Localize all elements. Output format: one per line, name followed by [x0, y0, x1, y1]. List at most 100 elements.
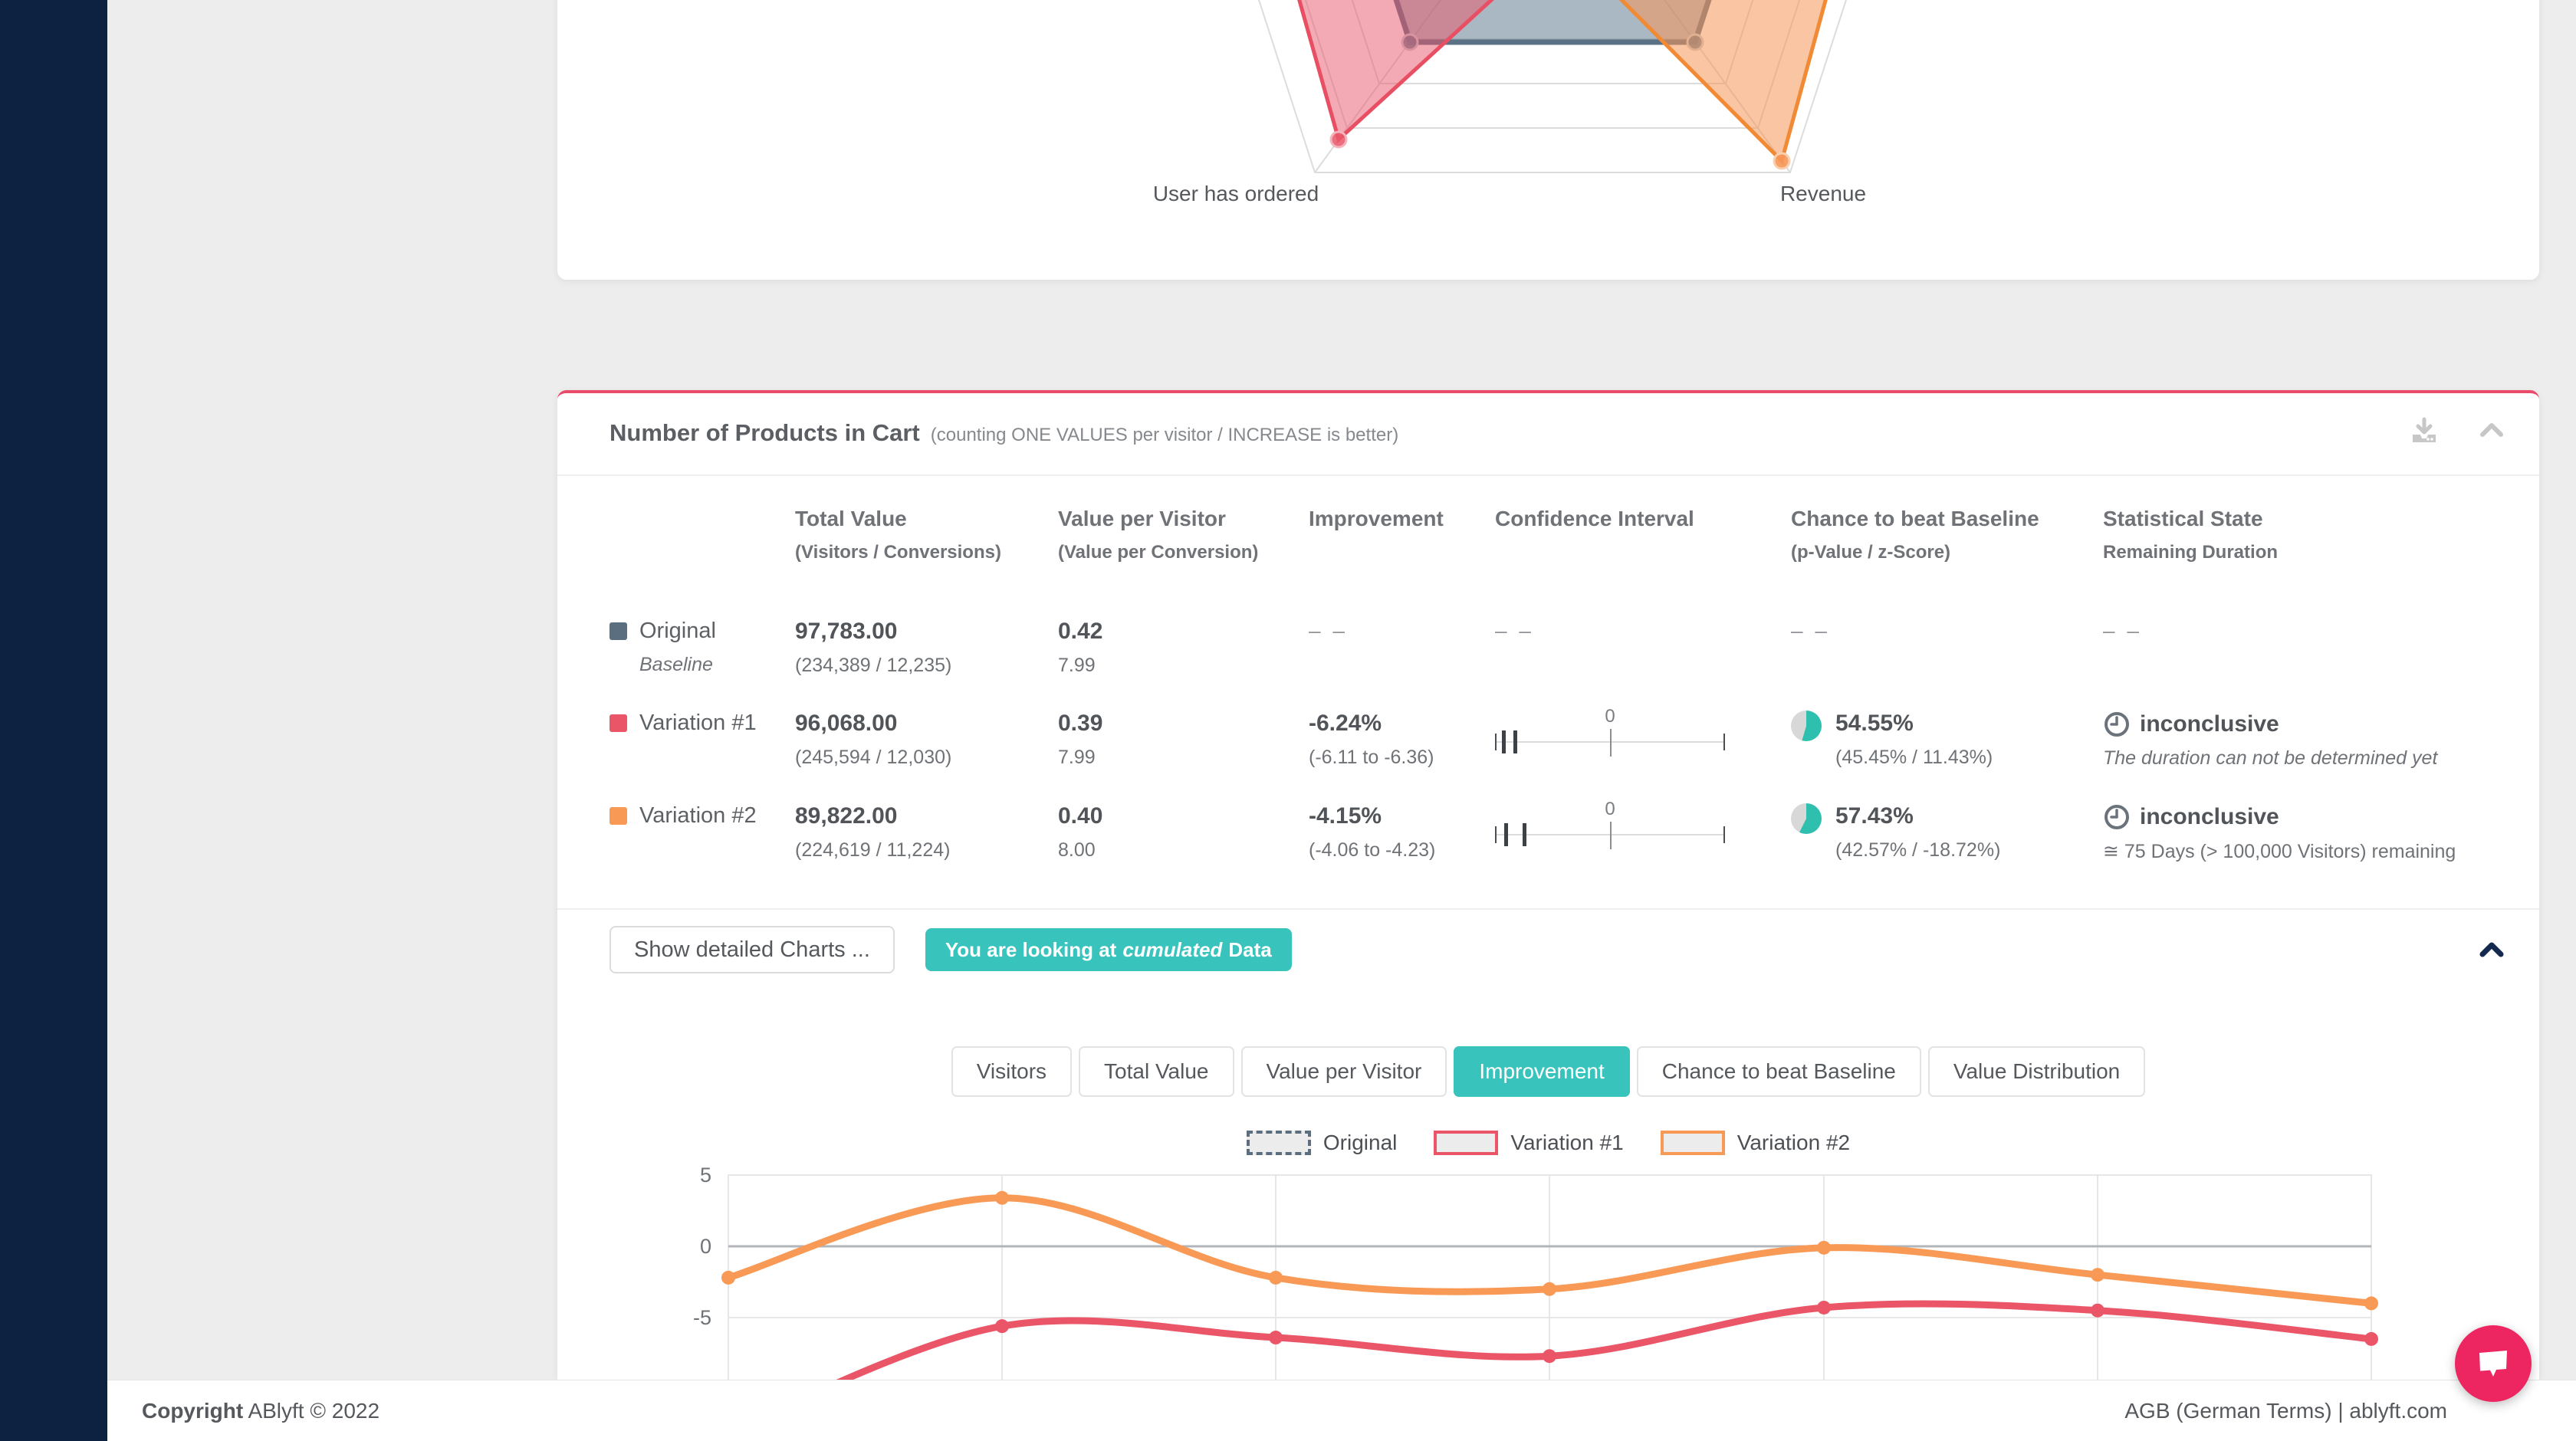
- tab-improvement[interactable]: Improvement: [1454, 1046, 1630, 1097]
- confidence-interval-widget: 0: [1495, 799, 1725, 855]
- confidence-interval-cell: 0: [1495, 799, 1791, 855]
- chart-point: [2364, 1296, 2378, 1311]
- statistical-state-cell: – –: [2103, 619, 2487, 643]
- tab-total-value[interactable]: Total Value: [1079, 1046, 1234, 1097]
- chart-point: [2091, 1268, 2104, 1282]
- column-header-4: Confidence Interval: [1495, 507, 1791, 531]
- chance-sub: (42.57% / -18.72%): [1835, 839, 2001, 861]
- column-header-sub: (Visitors / Conversions): [795, 542, 1001, 563]
- improvement-value: -6.24%: [1309, 711, 1382, 736]
- legend-swatch: [1246, 1131, 1311, 1155]
- legend-label: Original: [1322, 1131, 1398, 1154]
- variant-name-line: Variation #2: [610, 803, 795, 829]
- column-header-main: Total Value: [795, 507, 907, 530]
- cumulated-data-badge: You are looking at cumulated Data: [925, 928, 1292, 971]
- remaining-duration: ≅ 75 Days (> 100,000 Visitors) remaining: [2103, 841, 2456, 862]
- improvement-value: -4.15%: [1309, 803, 1382, 829]
- variant-name-line: Variation #1: [610, 711, 795, 736]
- table-row-original: Original Baseline 97,783.00 (234,389 / 12,2…: [610, 619, 2487, 677]
- chance-texts: 54.55% (45.45% / 11.43%): [1835, 711, 1993, 769]
- tab-value-per-visitor[interactable]: Value per Visitor: [1240, 1046, 1447, 1097]
- table-divider: [557, 908, 2539, 910]
- metric-card: Number of Products in Cart (counting ONE…: [557, 390, 2539, 1380]
- confidence-interval-widget: 0: [1495, 706, 1725, 763]
- improvement-cell: -6.24% (-6.11 to -6.36): [1309, 711, 1495, 769]
- ci-end-cap: [1495, 734, 1497, 750]
- chart-point: [721, 1270, 735, 1285]
- chance-sub: (45.45% / 11.43%): [1835, 747, 1993, 768]
- radar-chart-card: [557, 0, 2539, 280]
- statistical-state-value: inconclusive: [2140, 711, 2279, 737]
- app-sidebar: [0, 0, 107, 1441]
- tab-visitors[interactable]: Visitors: [951, 1046, 1073, 1097]
- badge-suffix: Data: [1228, 937, 1272, 961]
- chart-point: [2364, 1331, 2378, 1346]
- chart-point: [2091, 1303, 2104, 1318]
- chart-point: [995, 1190, 1009, 1205]
- chart-point: [1543, 1282, 1556, 1296]
- metric-card-title: Number of Products in Cart: [610, 419, 920, 446]
- value-per-visitor: 0.39: [1058, 711, 1103, 736]
- chat-launcher-button[interactable]: [2455, 1325, 2532, 1402]
- column-header-sub: (Value per Conversion): [1058, 542, 1259, 563]
- column-header-main: Value per Visitor: [1058, 507, 1226, 530]
- metrics-table: Total Value (Visitors / Conversions) Value…: [610, 487, 2487, 863]
- variant-name: Original: [639, 619, 716, 643]
- collapse-card-icon[interactable]: [2476, 415, 2507, 445]
- collapse-detail-icon[interactable]: [2476, 934, 2507, 965]
- footer-links[interactable]: AGB (German Terms) | ablyft.com: [2124, 1398, 2447, 1423]
- statistical-state-cell: inconclusive ≅ 75 Days (> 100,000 Visitor…: [2103, 803, 2487, 863]
- chart-point: [1269, 1270, 1283, 1285]
- tab-value-distribution[interactable]: Value Distribution: [1927, 1046, 2146, 1097]
- radar-axis-label-user-has-ordered: User has ordered: [1152, 182, 1319, 205]
- total-value-sub: (234,389 / 12,235): [795, 655, 952, 676]
- radar-chart: [1257, 0, 1848, 173]
- metric-card-header: Number of Products in Cart (counting ONE…: [610, 419, 2487, 447]
- copyright-rest: ABlyft © 2022: [243, 1398, 380, 1423]
- statistical-state-line: inconclusive: [2103, 711, 2487, 738]
- radar-series-variation1: [1297, 0, 1494, 143]
- column-header-main: Statistical State: [2103, 507, 2263, 530]
- chance-pie-icon: [1791, 711, 1822, 741]
- y-axis-tick-label: -5: [693, 1306, 711, 1329]
- statistical-state-value: inconclusive: [2140, 804, 2279, 829]
- chart-point: [1269, 1331, 1283, 1345]
- download-icon[interactable]: [2407, 415, 2441, 448]
- column-header-1: Total Value (Visitors / Conversions): [795, 507, 1058, 563]
- radar-series-variation2: [1618, 0, 1828, 165]
- show-detailed-charts-button[interactable]: Show detailed Charts ...: [610, 926, 895, 973]
- chart-point: [1543, 1349, 1556, 1364]
- total-value: 96,068.00: [795, 711, 898, 736]
- statistical-state-empty: – –: [2103, 619, 2142, 642]
- total-value-sub: (224,619 / 11,224): [795, 839, 951, 861]
- ci-bound-tick: [1523, 823, 1526, 846]
- legend-item-variation-1[interactable]: Variation #1: [1434, 1131, 1624, 1155]
- legend-item-variation-2[interactable]: Variation #2: [1660, 1131, 1851, 1155]
- chance-widget: 57.43% (42.57% / -18.72%): [1791, 803, 2103, 862]
- legend-label: Variation #2: [1737, 1131, 1851, 1154]
- confidence-interval-empty: – –: [1495, 619, 1534, 642]
- variant-name-line: Original: [610, 619, 795, 644]
- table-header-row: Total Value (Visitors / Conversions) Value…: [610, 487, 2487, 585]
- chance-value: 57.43%: [1835, 803, 1914, 829]
- total-value-cell: 89,822.00 (224,619 / 11,224): [795, 803, 1058, 862]
- variant-name-cell: Original Baseline: [610, 619, 795, 676]
- legend-label: Variation #1: [1510, 1131, 1624, 1154]
- column-header-main: Improvement: [1309, 507, 1444, 530]
- value-per-visitor: 0.40: [1058, 803, 1103, 829]
- badge-prefix: You are looking at: [945, 937, 1117, 961]
- legend-swatch: [1434, 1131, 1499, 1155]
- tab-chance-to-beat-baseline[interactable]: Chance to beat Baseline: [1636, 1046, 1921, 1097]
- copyright-text: Copyright ABlyft © 2022: [142, 1399, 380, 1423]
- ci-zero-label: 0: [1605, 799, 1615, 819]
- improvement-cell: – –: [1309, 619, 1495, 643]
- ci-bound-tick: [1513, 730, 1517, 753]
- chat-bubble-icon: [2479, 1351, 2507, 1377]
- legend-swatch: [1660, 1131, 1725, 1155]
- chance-empty: – –: [1791, 619, 1830, 642]
- ci-end-cap: [1723, 826, 1725, 843]
- improvement-range: (-6.11 to -6.36): [1309, 747, 1434, 768]
- legend-item-original[interactable]: Original: [1246, 1131, 1398, 1155]
- ci-bound-tick: [1504, 823, 1508, 846]
